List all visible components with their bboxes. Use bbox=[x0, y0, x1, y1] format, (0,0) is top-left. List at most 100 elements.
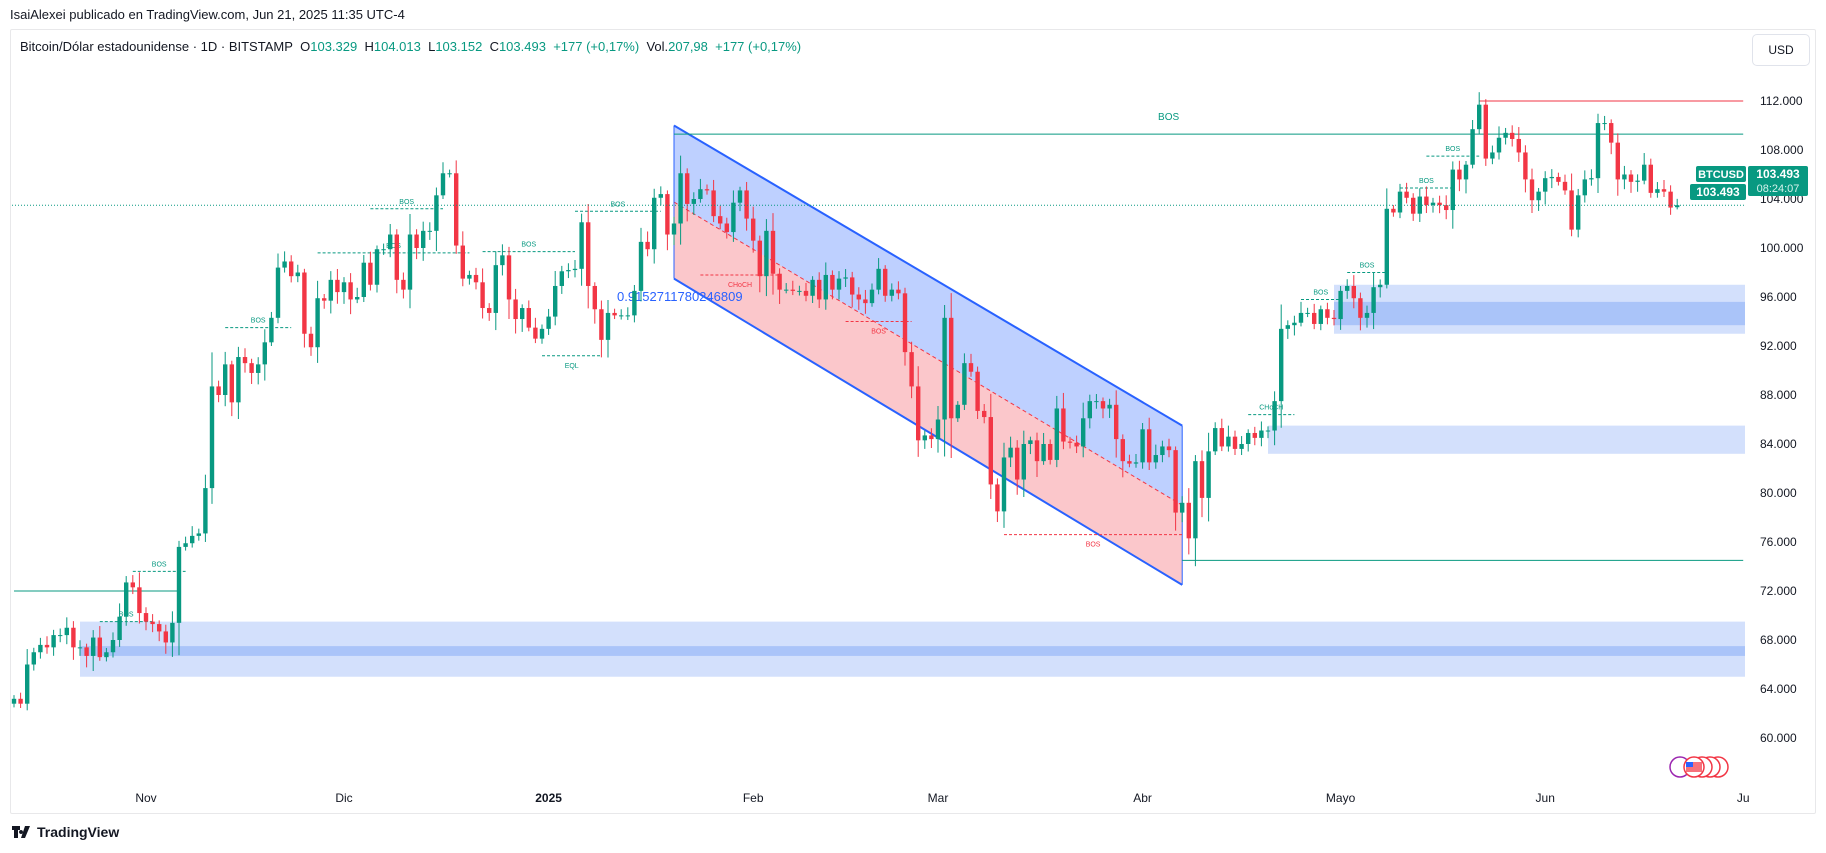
candle-body bbox=[110, 640, 116, 653]
time-tick-label: Feb bbox=[743, 791, 764, 805]
structure-label: BOS bbox=[521, 242, 536, 249]
candle bbox=[460, 231, 465, 287]
candle bbox=[1430, 197, 1436, 213]
candle-body bbox=[348, 282, 353, 300]
candle bbox=[1067, 436, 1073, 449]
candle-body bbox=[1292, 322, 1297, 326]
candle bbox=[784, 283, 789, 294]
candle bbox=[1556, 172, 1561, 186]
candle-body bbox=[843, 277, 848, 279]
candle-body bbox=[1298, 312, 1304, 323]
candle bbox=[1239, 436, 1244, 456]
candle bbox=[322, 293, 327, 309]
candle bbox=[1186, 488, 1191, 555]
candle-body bbox=[176, 546, 182, 623]
candle bbox=[282, 251, 287, 273]
candle bbox=[427, 222, 432, 240]
candle-body bbox=[935, 419, 941, 440]
candle-body bbox=[784, 289, 789, 291]
candle-body bbox=[381, 249, 386, 251]
candle bbox=[1298, 301, 1304, 327]
candle bbox=[559, 265, 564, 294]
candle-body bbox=[1391, 208, 1396, 213]
candle bbox=[44, 636, 50, 654]
candle-body bbox=[1318, 309, 1323, 324]
candle-body bbox=[414, 234, 419, 248]
publish-info: IsaiAlexei publicado en TradingView.com,… bbox=[10, 7, 405, 22]
candle bbox=[1034, 432, 1040, 477]
candle-body bbox=[460, 245, 465, 279]
candle bbox=[546, 308, 551, 335]
candle-body bbox=[1668, 191, 1673, 208]
candle-body bbox=[11, 698, 17, 704]
candle bbox=[836, 271, 842, 300]
candle bbox=[916, 366, 921, 457]
candle-body bbox=[1094, 401, 1099, 403]
candle bbox=[803, 282, 809, 302]
candle-body bbox=[1133, 462, 1139, 464]
candle bbox=[1206, 432, 1211, 522]
structure-label: CHoCH bbox=[728, 282, 752, 289]
candle-body bbox=[1226, 436, 1231, 447]
candle-body bbox=[467, 274, 472, 279]
price-tick-label: 100.000 bbox=[1760, 241, 1804, 255]
candle-body bbox=[889, 289, 894, 296]
candle-body bbox=[440, 173, 446, 196]
candle-body bbox=[223, 364, 228, 395]
candle bbox=[91, 630, 96, 671]
candle bbox=[579, 213, 584, 286]
candle bbox=[935, 406, 941, 453]
candle-body bbox=[480, 282, 485, 309]
candle bbox=[922, 430, 927, 449]
price-tick-label: 88.000 bbox=[1760, 388, 1797, 402]
candle bbox=[942, 305, 947, 457]
candle-body bbox=[1021, 444, 1026, 480]
candle-body bbox=[1180, 502, 1185, 513]
candle-body bbox=[1061, 408, 1066, 442]
flag-canton bbox=[1686, 762, 1693, 767]
candle-body bbox=[130, 582, 135, 588]
candle bbox=[1378, 279, 1383, 298]
symbol-title[interactable]: Bitcoin/Dólar estadounidense · 1D · BITS… bbox=[20, 39, 293, 54]
candle bbox=[1345, 279, 1350, 299]
candle bbox=[1543, 171, 1548, 205]
currency-button[interactable]: USD bbox=[1752, 34, 1810, 66]
candle bbox=[1562, 174, 1568, 195]
candle bbox=[348, 273, 353, 315]
candle-body bbox=[1120, 439, 1125, 462]
chart-frame[interactable] bbox=[10, 29, 1816, 814]
candle bbox=[1279, 304, 1284, 428]
candle-body bbox=[836, 278, 842, 290]
candle bbox=[982, 404, 987, 424]
candle-body bbox=[434, 195, 439, 231]
candle-body bbox=[216, 386, 221, 395]
candle bbox=[1232, 430, 1238, 455]
candle bbox=[421, 221, 426, 261]
candle-body bbox=[810, 279, 815, 296]
candle-body bbox=[315, 298, 320, 348]
candle-body bbox=[1219, 428, 1224, 447]
price-tick-label: 76.000 bbox=[1760, 535, 1797, 549]
candle bbox=[183, 536, 188, 551]
candle-body bbox=[163, 631, 168, 643]
candle bbox=[506, 246, 512, 320]
candle bbox=[467, 270, 472, 285]
candle bbox=[949, 293, 954, 458]
candle-body bbox=[1615, 142, 1620, 180]
candle bbox=[1265, 426, 1271, 439]
brand-name: TradingView bbox=[37, 824, 120, 840]
candle-body bbox=[1041, 444, 1046, 462]
structure-label: BOS bbox=[251, 318, 266, 325]
candle-body bbox=[1503, 132, 1508, 138]
candle bbox=[1477, 92, 1482, 134]
candle bbox=[1503, 127, 1508, 145]
candle-body bbox=[968, 363, 974, 372]
candle bbox=[592, 282, 597, 324]
candle bbox=[170, 611, 175, 657]
candle bbox=[71, 621, 76, 660]
candle bbox=[1226, 425, 1231, 452]
time-tick-label: 2025 bbox=[535, 791, 562, 805]
candle bbox=[764, 219, 769, 297]
candle-body bbox=[817, 279, 822, 300]
